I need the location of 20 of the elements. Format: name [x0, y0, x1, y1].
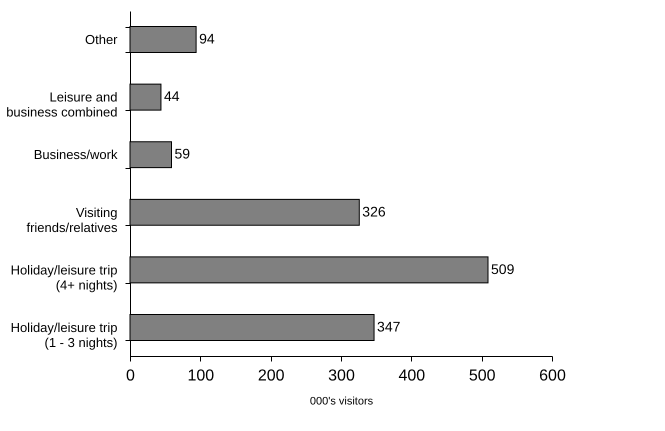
x-tick-label: 100 [187, 368, 214, 384]
data-label: 44 [164, 88, 180, 104]
x-tick-label: 0 [126, 368, 136, 384]
x-axis-title: 000's visitors [310, 396, 374, 408]
x-tick-label: 400 [398, 368, 426, 384]
y-tick-label: Holiday/leisure trip (1 - 3 nights) [10, 320, 118, 350]
data-label: 347 [377, 318, 401, 334]
data-label: 94 [199, 30, 215, 47]
data-label: 59 [174, 146, 190, 162]
x-tick-label: 600 [539, 368, 566, 384]
data-label: 326 [362, 203, 386, 220]
x-tick-label: 300 [328, 368, 355, 384]
y-tick-label: Other [84, 32, 118, 48]
y-tick-label: Visiting friends/relatives [26, 204, 118, 235]
y-tick-label: Holiday/leisure trip (4+ nights) [10, 262, 118, 292]
data-label: 509 [490, 260, 515, 277]
x-tick-label: 200 [258, 368, 285, 384]
y-tick-label: Business/work [34, 147, 118, 162]
y-tick-label: Leisure and business combined [6, 90, 118, 120]
x-tick-label: 500 [468, 368, 496, 384]
